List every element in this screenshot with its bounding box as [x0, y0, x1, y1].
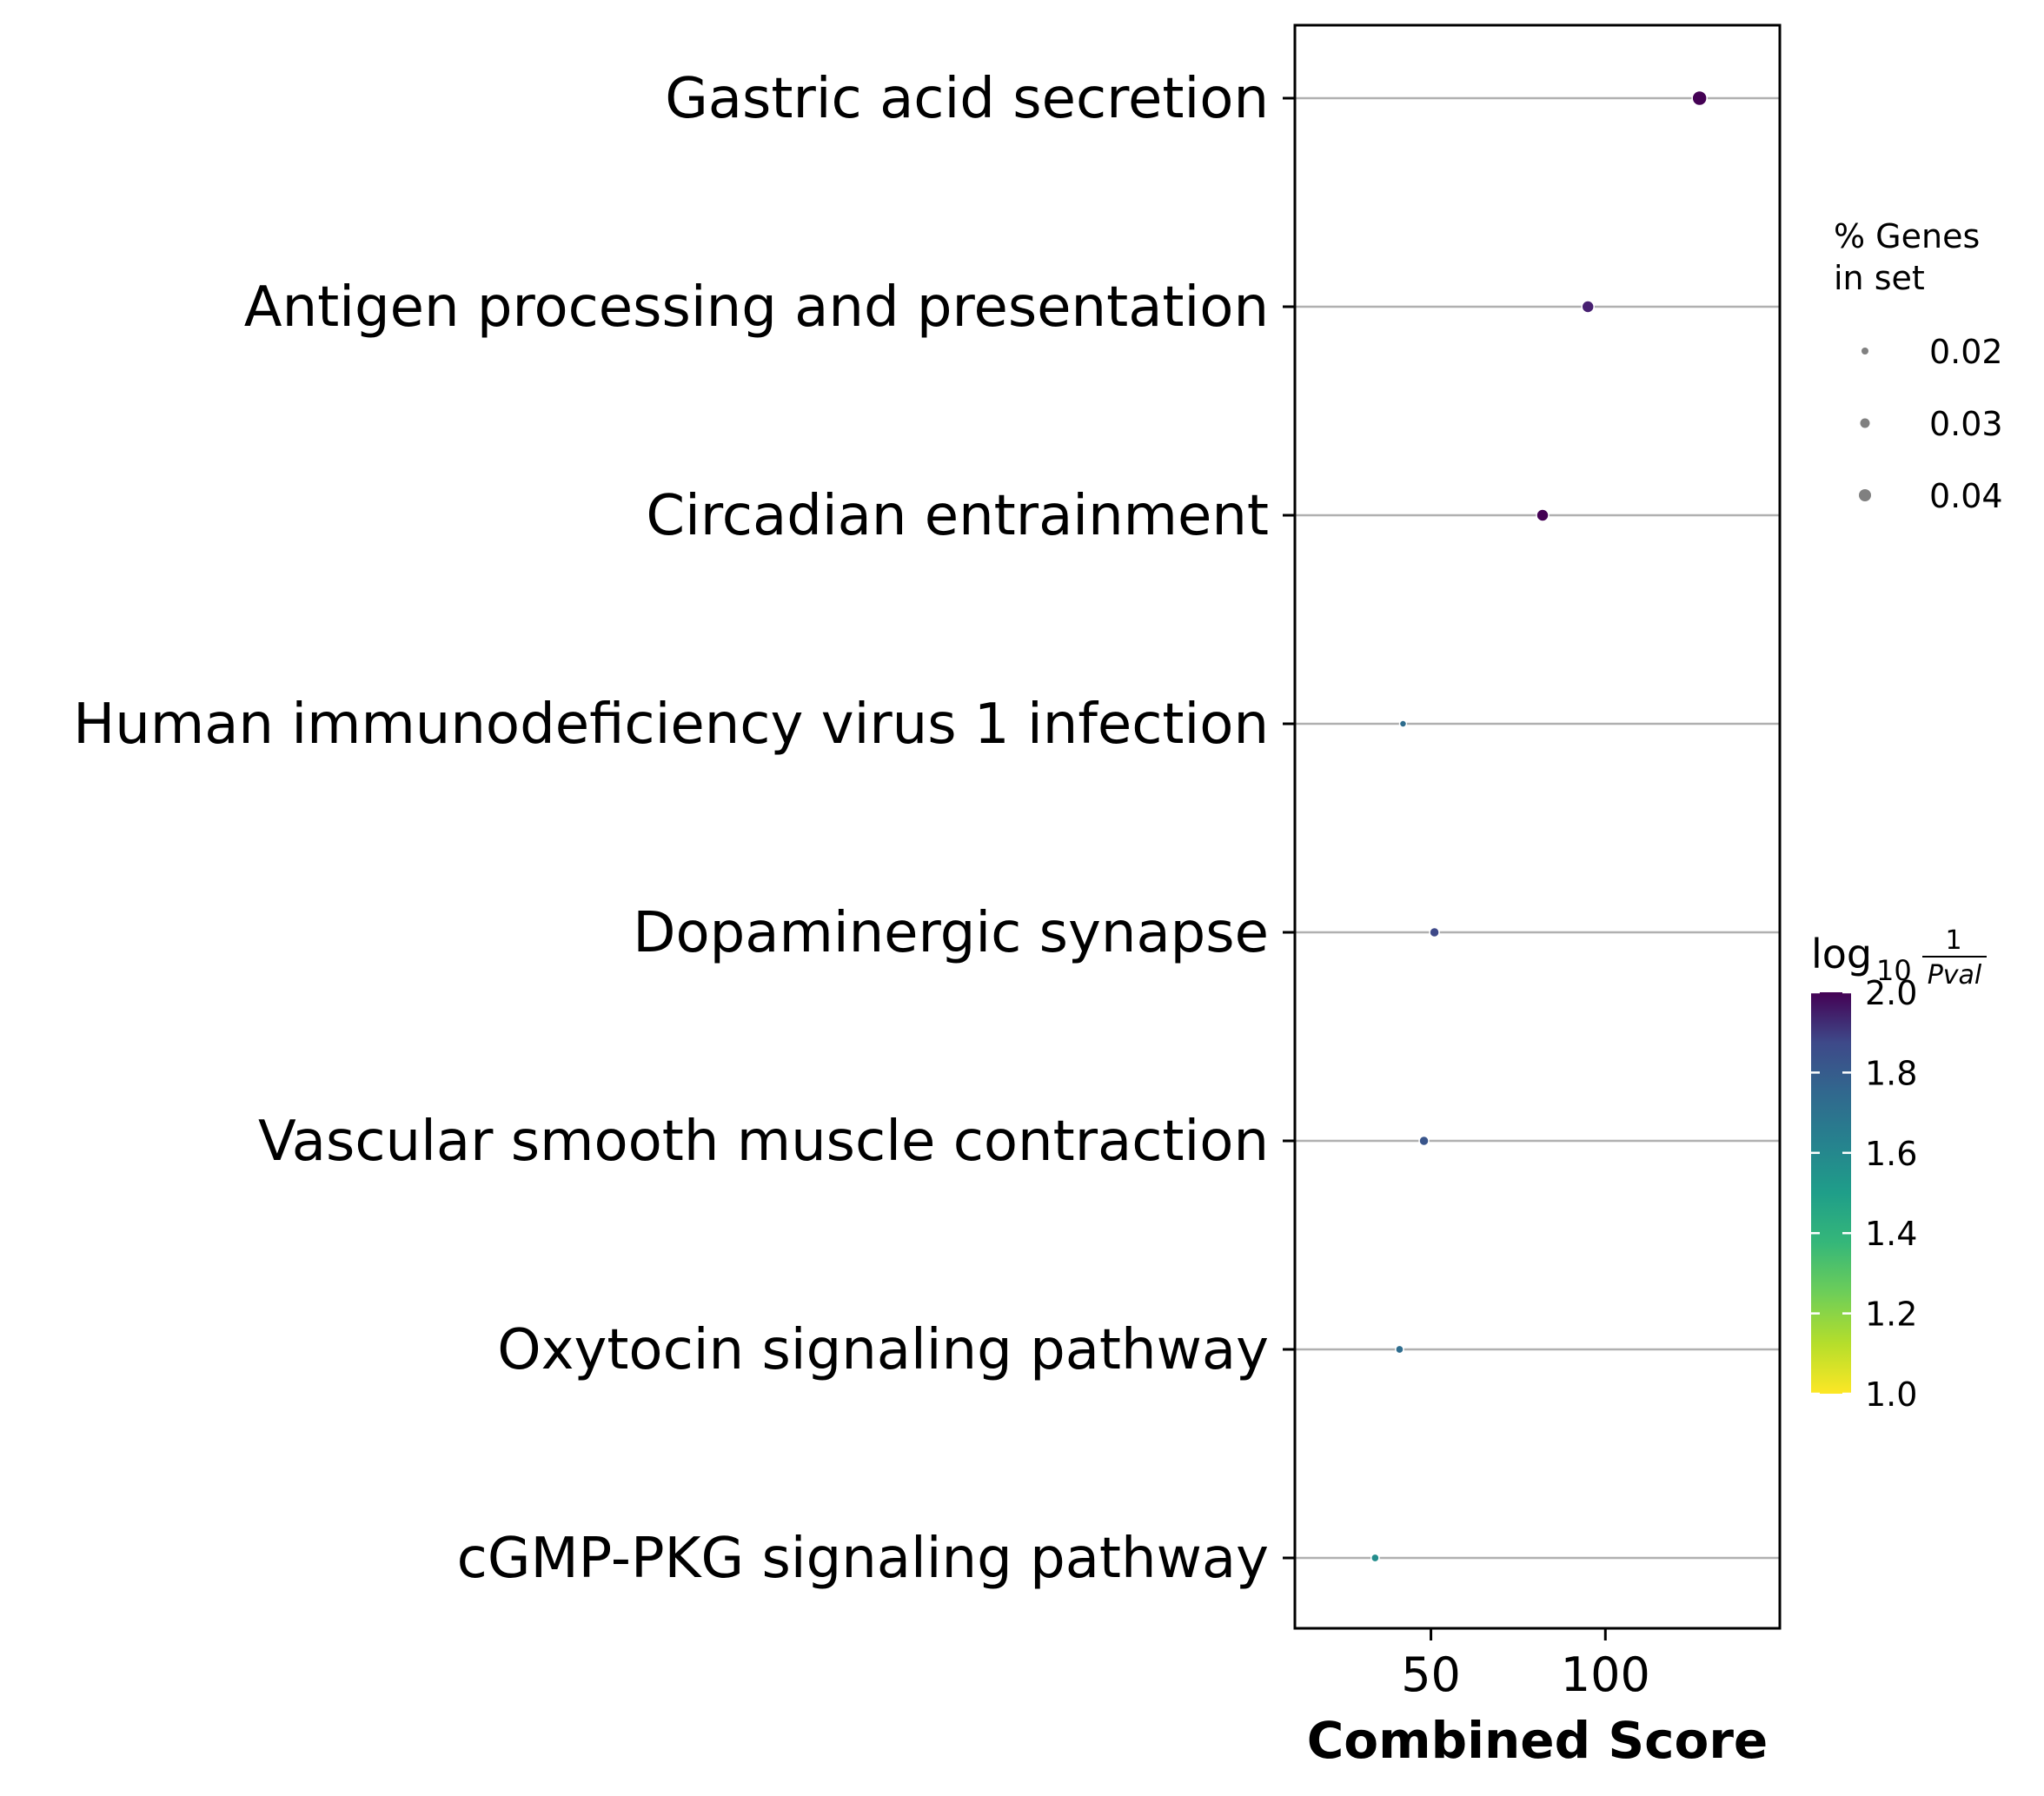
x-axis-label: Combined Score	[1307, 1711, 1769, 1770]
data-points	[1370, 89, 1708, 1563]
data-point	[1581, 300, 1595, 314]
colorbar-gradient	[1811, 992, 1851, 1394]
data-point	[1536, 508, 1550, 522]
size-legend-label: 0.03	[1929, 405, 2003, 443]
x-tick-label: 100	[1561, 1647, 1650, 1702]
y-tick-label: Circadian entrainment	[646, 484, 1269, 548]
size-legend-label: 0.04	[1929, 477, 2003, 515]
size-legend: % Genes in set 0.02 0.03 0.04	[1834, 217, 2003, 515]
size-legend-title-line1: % Genes	[1834, 217, 1980, 255]
size-legend-dot	[1860, 418, 1870, 428]
colorbar-tick-label: 2.0	[1865, 974, 1917, 1012]
y-tick-label: Antigen processing and presentation	[244, 275, 1269, 340]
colorbar-tick-label: 1.2	[1865, 1296, 1917, 1334]
y-tick-label: Gastric acid secretion	[665, 67, 1269, 131]
data-point	[1429, 926, 1440, 938]
y-tick-label: Oxytocin signaling pathway	[497, 1318, 1269, 1382]
size-legend-title-line2: in set	[1834, 259, 1925, 297]
data-point	[1395, 1344, 1404, 1355]
colorbar-title-denominator: Pval	[1928, 960, 1982, 991]
x-tick-label: 50	[1401, 1647, 1461, 1702]
y-tick-label: cGMP-PKG signaling pathway	[457, 1527, 1269, 1591]
y-tick-label: Vascular smooth muscle contraction	[258, 1110, 1269, 1174]
plot-frame	[1293, 23, 1782, 1630]
data-point	[1398, 719, 1408, 728]
y-axis: Gastric acid secretion Antigen processing…	[73, 67, 1295, 1591]
colorbar-title-subscript: 10	[1876, 954, 1912, 987]
colorbar-tick-label: 1.0	[1865, 1375, 1917, 1414]
grid-lines	[1295, 96, 1780, 1560]
colorbar-title-main: log	[1811, 931, 1872, 978]
colorbar-tick-label: 1.4	[1865, 1215, 1917, 1253]
colorbar-title-numerator: 1	[1945, 925, 1961, 956]
colorbar-tick-label: 1.8	[1865, 1054, 1917, 1092]
y-tick-label: Human immunodeficiency virus 1 infection	[73, 693, 1269, 757]
data-point	[1691, 89, 1708, 107]
colorbar-tick-label: 1.6	[1865, 1135, 1917, 1173]
data-point	[1418, 1135, 1430, 1147]
size-legend-dot	[1859, 489, 1871, 501]
size-legend-dot	[1862, 348, 1868, 355]
data-point	[1370, 1553, 1380, 1563]
y-tick-label: Dopaminergic synapse	[633, 901, 1269, 965]
size-legend-label: 0.02	[1929, 333, 2003, 371]
colorbar: log 10 1 Pval 1.0 1.2 1.4 1.6 1.8 2.0	[1811, 925, 1987, 1414]
x-axis: 50 100	[1401, 1628, 1650, 1702]
